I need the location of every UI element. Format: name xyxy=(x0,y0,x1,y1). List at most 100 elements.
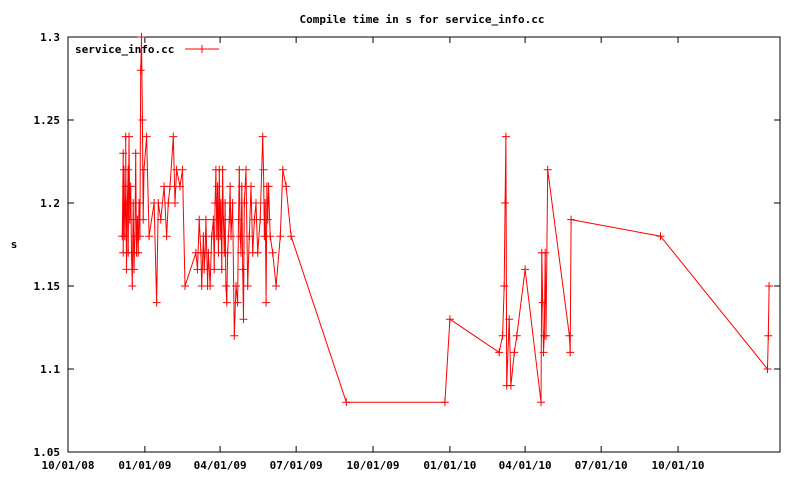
data-point xyxy=(498,331,507,340)
data-point xyxy=(445,315,454,324)
data-point xyxy=(124,165,133,174)
data-point xyxy=(213,182,222,191)
data-point xyxy=(210,265,219,274)
data-point xyxy=(510,348,519,357)
data-point xyxy=(495,348,504,357)
data-point xyxy=(209,215,218,224)
y-tick-label: 1.3 xyxy=(40,31,60,44)
data-point xyxy=(261,199,270,207)
legend-marker xyxy=(198,45,206,53)
data-point xyxy=(139,215,148,224)
data-point xyxy=(259,165,268,174)
data-point xyxy=(240,199,249,207)
data-point xyxy=(178,165,187,174)
series-layer xyxy=(118,33,774,407)
data-point xyxy=(126,182,135,191)
data-point xyxy=(656,232,665,241)
data-point xyxy=(164,199,173,207)
data-point xyxy=(238,265,247,274)
y-tick-label: 1.25 xyxy=(34,114,61,127)
data-point xyxy=(181,282,189,290)
data-point xyxy=(239,315,248,324)
y-tick-label: 1.1 xyxy=(40,363,60,376)
data-point xyxy=(223,248,232,257)
data-point xyxy=(440,398,449,407)
data-point xyxy=(195,215,204,224)
y-tick-label: 1.2 xyxy=(40,197,60,210)
chart-title: Compile time in s for service_info.cc xyxy=(299,13,544,26)
data-point xyxy=(216,232,225,241)
data-point xyxy=(201,215,210,224)
data-point xyxy=(204,248,213,257)
data-point xyxy=(512,331,521,340)
data-point xyxy=(252,199,260,207)
data-point xyxy=(543,165,552,174)
data-point xyxy=(567,215,576,224)
data-point xyxy=(138,116,147,124)
data-point xyxy=(264,182,273,191)
data-point xyxy=(501,199,510,207)
data-point xyxy=(542,331,550,340)
data-point xyxy=(135,199,143,207)
y-tick-label: 1.05 xyxy=(34,446,61,459)
x-tick-label: 04/01/09 xyxy=(194,459,247,472)
data-point xyxy=(541,248,550,257)
data-point xyxy=(142,132,151,141)
x-tick-label: 01/01/09 xyxy=(118,459,171,472)
x-tick-label: 10/01/08 xyxy=(42,459,95,472)
data-point xyxy=(125,215,134,224)
data-point xyxy=(500,282,509,290)
data-point xyxy=(137,33,146,41)
x-tick-label: 07/01/10 xyxy=(575,459,628,472)
data-point xyxy=(217,265,226,274)
data-point xyxy=(232,282,240,290)
data-point xyxy=(765,282,774,290)
data-point xyxy=(506,381,515,390)
data-point xyxy=(258,132,267,141)
data-point xyxy=(221,282,230,290)
data-point xyxy=(171,199,179,207)
y-tick-label: 1.15 xyxy=(34,280,61,293)
data-point xyxy=(234,215,243,224)
data-point xyxy=(236,232,245,241)
data-point xyxy=(227,232,235,241)
data-point xyxy=(218,165,227,174)
data-point xyxy=(763,365,772,373)
data-point xyxy=(230,331,239,340)
data-point xyxy=(287,232,296,241)
data-point xyxy=(233,298,242,307)
data-point xyxy=(235,165,244,174)
data-point xyxy=(565,331,574,340)
data-point xyxy=(135,232,144,241)
x-axis: 10/01/08 01/01/09 04/01/09 07/01/09 10/01/09… xyxy=(42,37,705,472)
data-point xyxy=(282,182,291,191)
data-point xyxy=(247,182,255,191)
data-point xyxy=(342,398,351,407)
data-point xyxy=(131,149,140,158)
data-point xyxy=(226,182,235,191)
y-axis-label: s xyxy=(11,238,18,251)
data-point xyxy=(566,348,575,357)
data-point xyxy=(152,298,161,307)
data-point xyxy=(200,265,209,274)
data-point xyxy=(256,215,265,224)
data-point xyxy=(268,248,277,257)
data-point xyxy=(134,248,143,257)
data-point xyxy=(156,215,165,224)
data-point xyxy=(122,265,131,274)
y-axis: 1.05 1.1 1.15 1.2 1.25 1.3 xyxy=(34,31,780,459)
data-point xyxy=(162,232,171,241)
data-point xyxy=(176,182,184,191)
x-tick-label: 07/01/09 xyxy=(270,459,323,472)
data-point xyxy=(505,315,514,324)
data-point xyxy=(764,331,773,340)
data-point xyxy=(242,165,250,174)
data-point xyxy=(222,298,231,307)
data-point xyxy=(221,199,230,207)
data-point xyxy=(278,165,287,174)
data-point xyxy=(225,215,234,224)
data-point xyxy=(169,132,178,141)
data-point xyxy=(130,265,138,274)
data-point xyxy=(243,282,252,290)
